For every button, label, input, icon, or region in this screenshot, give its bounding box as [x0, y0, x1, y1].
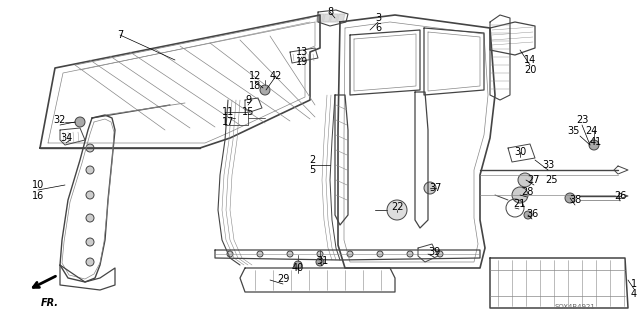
Text: 17: 17 — [222, 117, 234, 127]
Text: 26: 26 — [614, 191, 626, 201]
Text: 13: 13 — [296, 47, 308, 57]
Circle shape — [260, 85, 270, 95]
Text: 2: 2 — [309, 155, 315, 165]
Text: 16: 16 — [32, 191, 44, 201]
Text: 11: 11 — [222, 107, 234, 117]
Circle shape — [257, 251, 263, 257]
Text: 30: 30 — [514, 147, 526, 157]
Text: 23: 23 — [576, 115, 588, 125]
Text: 15: 15 — [242, 107, 254, 117]
Text: 29: 29 — [277, 274, 289, 284]
Circle shape — [86, 166, 94, 174]
Circle shape — [317, 251, 323, 257]
Circle shape — [86, 144, 94, 152]
Circle shape — [287, 251, 293, 257]
Text: 39: 39 — [428, 247, 440, 257]
Circle shape — [407, 251, 413, 257]
Text: 37: 37 — [430, 183, 442, 193]
Text: 24: 24 — [585, 126, 597, 136]
Polygon shape — [323, 14, 331, 22]
Circle shape — [347, 251, 353, 257]
Circle shape — [387, 200, 407, 220]
Circle shape — [377, 251, 383, 257]
Text: 33: 33 — [542, 160, 554, 170]
Text: 4: 4 — [631, 289, 637, 299]
Text: 14: 14 — [524, 55, 536, 65]
Polygon shape — [337, 14, 345, 22]
Text: 41: 41 — [590, 137, 602, 147]
Text: 42: 42 — [270, 71, 282, 81]
Text: 9: 9 — [245, 95, 251, 105]
Text: 40: 40 — [292, 263, 304, 273]
Text: 34: 34 — [60, 133, 72, 143]
Circle shape — [86, 191, 94, 199]
Text: 36: 36 — [526, 209, 538, 219]
Text: 22: 22 — [391, 202, 403, 212]
Circle shape — [437, 251, 443, 257]
Circle shape — [565, 193, 575, 203]
Text: 18: 18 — [249, 81, 261, 91]
Text: 10: 10 — [32, 180, 44, 190]
Text: 38: 38 — [569, 195, 581, 205]
Circle shape — [524, 211, 532, 219]
Text: 3: 3 — [375, 13, 381, 23]
Text: FR.: FR. — [41, 298, 59, 308]
Text: 35: 35 — [568, 126, 580, 136]
Circle shape — [316, 258, 324, 266]
Text: 6: 6 — [375, 23, 381, 33]
Circle shape — [86, 214, 94, 222]
Circle shape — [294, 261, 302, 269]
Text: 27: 27 — [528, 175, 540, 185]
Text: 31: 31 — [316, 256, 328, 266]
Text: SOX4B4921: SOX4B4921 — [555, 304, 595, 310]
Text: 5: 5 — [309, 165, 315, 175]
Circle shape — [518, 173, 532, 187]
Polygon shape — [330, 14, 338, 22]
Circle shape — [227, 251, 233, 257]
Text: 19: 19 — [296, 57, 308, 67]
Circle shape — [424, 182, 436, 194]
Text: 28: 28 — [521, 187, 533, 197]
Circle shape — [589, 140, 599, 150]
Circle shape — [86, 258, 94, 266]
Polygon shape — [316, 14, 324, 22]
Text: 7: 7 — [117, 30, 123, 40]
Circle shape — [512, 187, 528, 203]
Text: 25: 25 — [545, 175, 557, 185]
Text: 1: 1 — [631, 279, 637, 289]
Text: 8: 8 — [327, 7, 333, 17]
Circle shape — [86, 238, 94, 246]
Text: 21: 21 — [513, 199, 525, 209]
Circle shape — [75, 117, 85, 127]
Text: 32: 32 — [54, 115, 66, 125]
Text: 12: 12 — [249, 71, 261, 81]
Text: 20: 20 — [524, 65, 536, 75]
